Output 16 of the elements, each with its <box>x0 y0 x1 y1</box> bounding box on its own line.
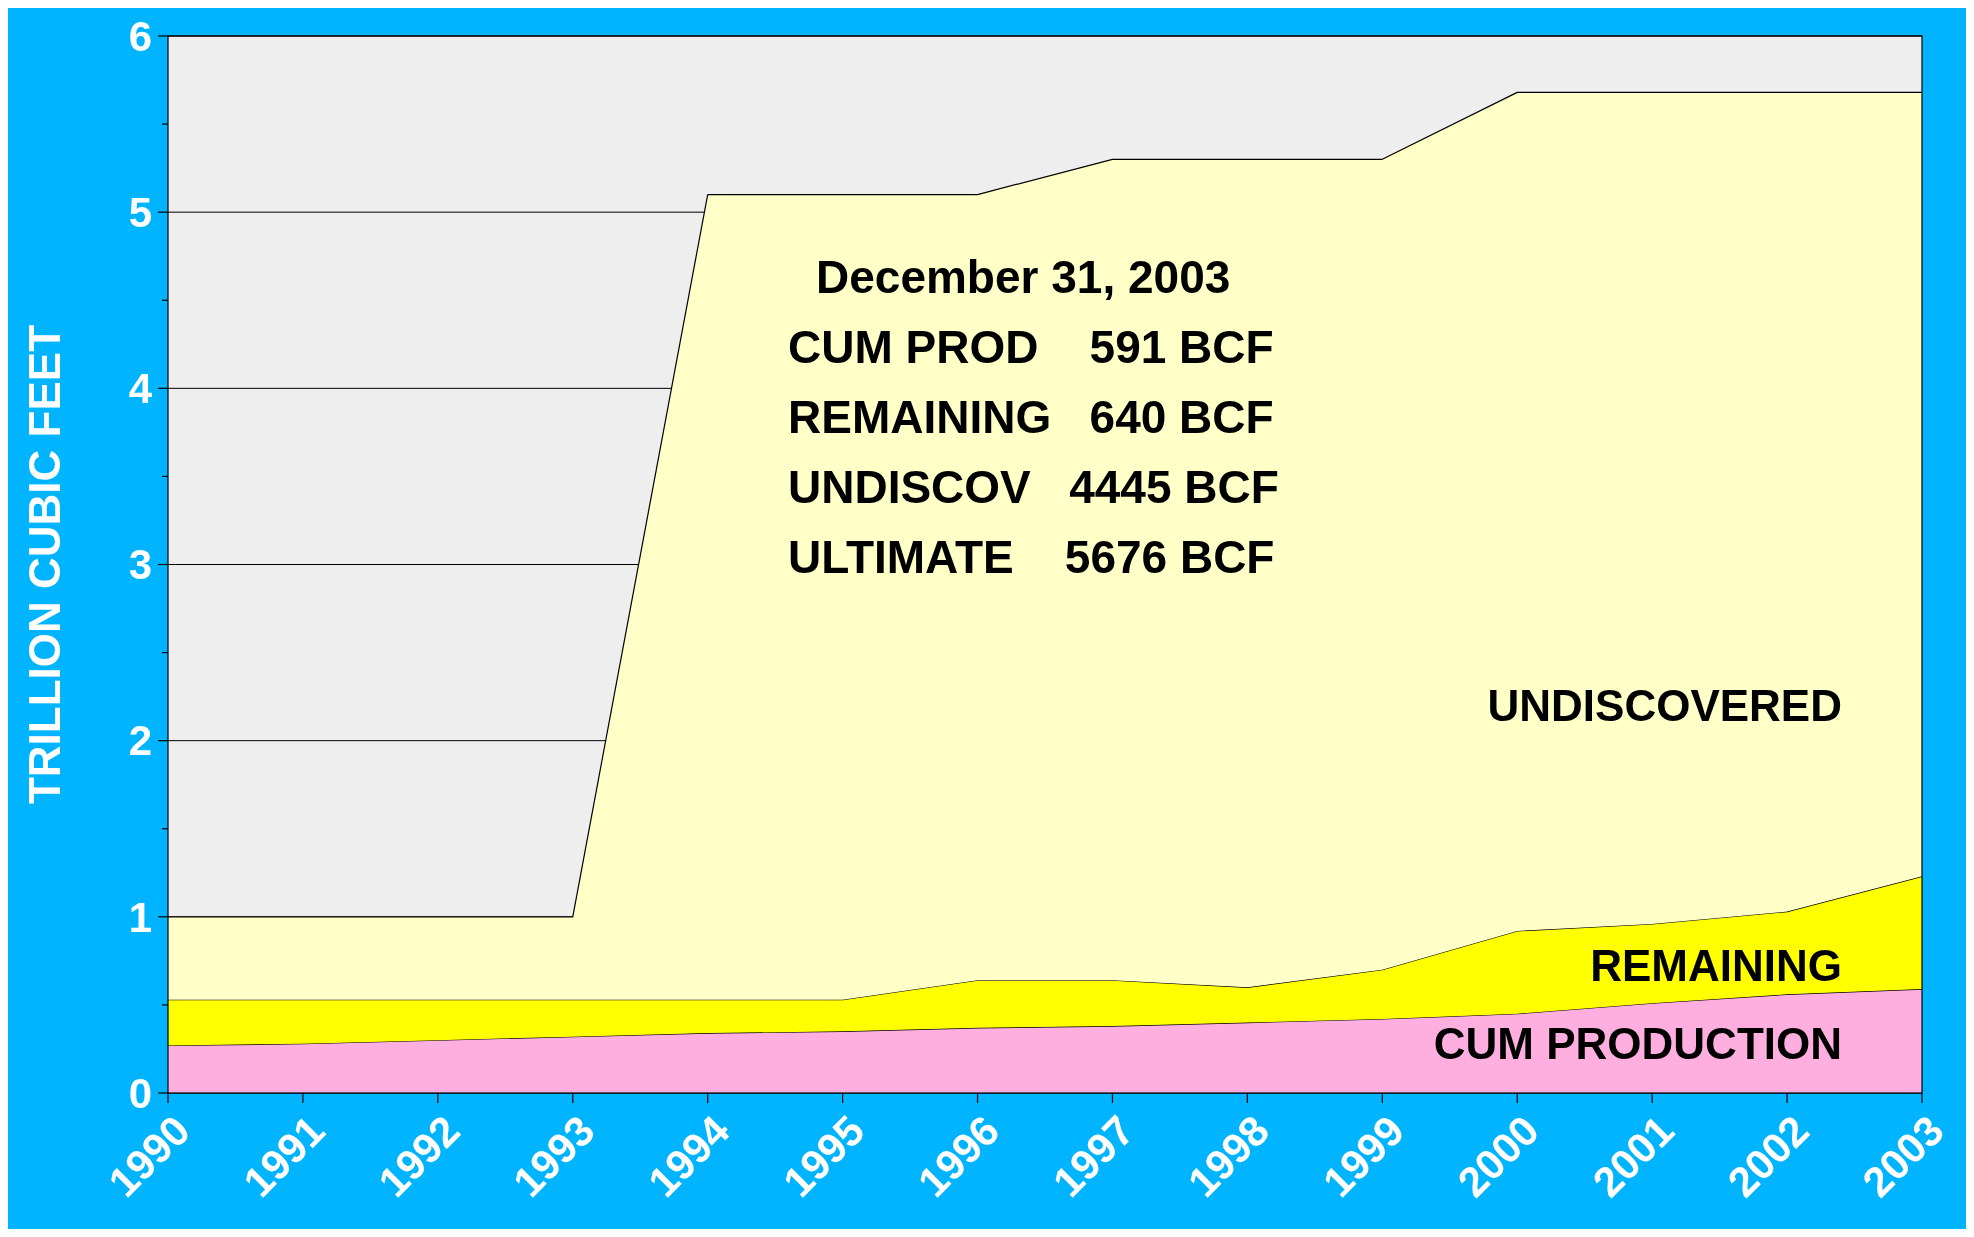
y-tick-label: 4 <box>128 365 153 413</box>
y-tick-label: 0 <box>128 1069 152 1117</box>
annotation: UNDISCOV 4445 BCF <box>788 461 1279 513</box>
y-tick-label: 3 <box>128 541 152 589</box>
series-label: CUM PRODUCTION <box>1433 1019 1842 1069</box>
y-tick-label: 1 <box>128 893 152 941</box>
y-tick-label: 5 <box>128 188 152 236</box>
series-label: REMAINING <box>1590 940 1842 990</box>
y-tick-label: 2 <box>128 717 152 765</box>
annotation: December 31, 2003 <box>816 251 1231 303</box>
annotation: ULTIMATE 5676 BCF <box>788 531 1275 583</box>
annotation: REMAINING 640 BCF <box>788 391 1274 443</box>
y-tick-label: 6 <box>128 12 152 60</box>
annotation: CUM PROD 591 BCF <box>788 321 1274 373</box>
y-axis-title: TRILLION CUBIC FEET <box>20 324 69 805</box>
series-label: UNDISCOVERED <box>1487 680 1842 730</box>
